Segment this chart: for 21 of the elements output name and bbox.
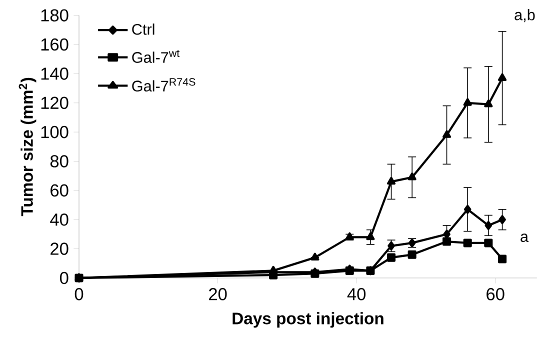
annotation: a	[520, 234, 529, 242]
y-axis-title: Tumor size (mm$^{2}$)	[18, 78, 36, 216]
x-tick-label: 60	[486, 288, 504, 300]
legend-label: Ctrl	[132, 24, 154, 35]
y-tick-label: 0	[60, 272, 68, 284]
y-tick-label: 100	[41, 126, 68, 138]
y-tick-label: 140	[41, 68, 68, 80]
x-axis-title: Days post injection	[232, 312, 384, 328]
y-tick-label: 60	[50, 184, 68, 197]
legend-label: Gal-7$^{R74S}$	[132, 78, 196, 92]
y-tick-label: 160	[41, 38, 68, 51]
legend-label: Gal-7$^{wt}$	[132, 50, 180, 63]
annotation: a,b	[514, 9, 535, 22]
x-tick-label: 20	[209, 288, 227, 300]
x-tick-label: 0	[74, 288, 84, 300]
y-tick-label: 120	[41, 96, 68, 110]
y-tick-label: 80	[50, 155, 68, 168]
y-tick-label: 20	[50, 242, 68, 255]
y-tick-label: 180	[41, 9, 68, 22]
x-tick-label: 40	[347, 288, 366, 300]
y-tick-label: 40	[50, 213, 68, 226]
